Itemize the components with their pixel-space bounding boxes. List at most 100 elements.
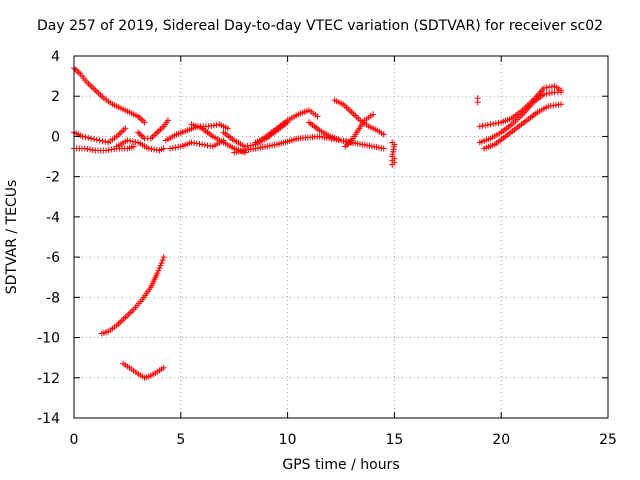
data-point — [103, 147, 110, 154]
y-tick-label: 4 — [51, 49, 60, 65]
data-point — [548, 89, 555, 96]
series-arc-p — [481, 101, 565, 152]
data-point — [85, 134, 92, 141]
data-point — [543, 84, 550, 91]
x-tick-label: 25 — [599, 432, 617, 448]
data-point — [155, 267, 162, 274]
plot-frame — [73, 55, 609, 419]
data-point — [476, 123, 483, 130]
data-point — [175, 144, 182, 151]
data-point — [122, 125, 129, 132]
data-point — [158, 260, 165, 267]
series-arc-c — [113, 137, 167, 154]
series-arc-j — [252, 107, 321, 146]
data-point — [193, 140, 200, 147]
series-arc-decay-high — [71, 65, 148, 126]
series-arc-low-dip — [120, 360, 167, 381]
data-point — [495, 119, 502, 126]
data-point — [164, 117, 171, 124]
data-point — [540, 85, 547, 92]
y-tick-label: 2 — [51, 89, 60, 105]
data-point — [84, 146, 91, 153]
data-point — [244, 142, 251, 149]
data-point — [124, 137, 131, 144]
data-point — [204, 142, 211, 149]
data-point — [558, 101, 565, 108]
data-point — [479, 122, 486, 129]
data-point — [205, 123, 212, 130]
y-tick-label: -14 — [37, 411, 60, 427]
data-point — [96, 137, 103, 144]
y-tick-label: -4 — [46, 210, 60, 226]
data-point — [153, 147, 160, 154]
x-tick-label: 5 — [176, 432, 185, 448]
data-point — [154, 270, 161, 277]
data-point — [191, 139, 198, 146]
data-point — [81, 145, 88, 152]
data-point — [558, 87, 565, 94]
data-point — [314, 113, 321, 120]
data-point — [201, 141, 208, 148]
data-point — [87, 146, 94, 153]
y-tick-label: -6 — [46, 250, 60, 266]
data-point — [199, 141, 206, 148]
y-axis-label: SDTVAR / TECUs — [4, 179, 20, 295]
data-point — [169, 145, 176, 152]
data-point — [338, 137, 344, 144]
x-tick-label: 20 — [492, 432, 510, 448]
data-point — [487, 121, 494, 128]
grid-layer — [74, 56, 608, 418]
series-arc-n — [476, 89, 565, 146]
y-tick-label: -10 — [37, 331, 60, 347]
data-point — [490, 120, 497, 127]
data-point — [93, 136, 100, 143]
data-point — [157, 262, 164, 269]
x-tick-label: 15 — [385, 432, 403, 448]
data-point — [210, 122, 217, 129]
data-point — [380, 131, 387, 138]
data-point — [196, 140, 203, 147]
data-point — [160, 254, 167, 261]
data-point — [129, 138, 136, 145]
data-point — [492, 120, 499, 127]
data-point — [160, 364, 167, 371]
data-point — [151, 146, 158, 153]
data-point — [482, 122, 489, 129]
series-arc-low-rise — [98, 254, 167, 337]
data-point — [102, 138, 109, 145]
data-point — [79, 133, 86, 140]
data-point — [247, 142, 254, 149]
y-tick-label: -8 — [46, 290, 60, 306]
data-point — [89, 147, 96, 154]
data-point — [148, 146, 155, 153]
data-marks — [71, 65, 565, 381]
data-point — [208, 122, 215, 129]
series-point-19 — [474, 95, 481, 106]
data-point — [159, 257, 166, 264]
data-point — [213, 121, 220, 128]
chart-title: Day 257 of 2019, Sidereal Day-to-day VTE… — [36, 18, 604, 34]
series-arc-m — [342, 111, 377, 150]
data-point — [484, 121, 491, 128]
data-point — [88, 135, 95, 142]
data-point — [540, 91, 547, 98]
data-point — [546, 90, 553, 97]
x-tick-label: 10 — [279, 432, 297, 448]
data-point — [108, 146, 115, 153]
y-tick-label: -2 — [46, 170, 60, 186]
data-point — [546, 84, 553, 91]
data-point — [207, 142, 214, 149]
axes-layer: 420-2-4-6-8-10-12-140 5 10 15 20 25 — [37, 49, 617, 448]
data-point — [389, 161, 396, 168]
data-point — [145, 145, 152, 152]
data-point — [130, 143, 137, 150]
data-point — [543, 90, 550, 97]
data-point — [474, 99, 481, 106]
y-tick-label: -12 — [37, 371, 60, 387]
data-point — [548, 83, 555, 90]
data-point — [90, 136, 97, 143]
data-point — [111, 146, 118, 153]
data-point — [370, 111, 377, 118]
